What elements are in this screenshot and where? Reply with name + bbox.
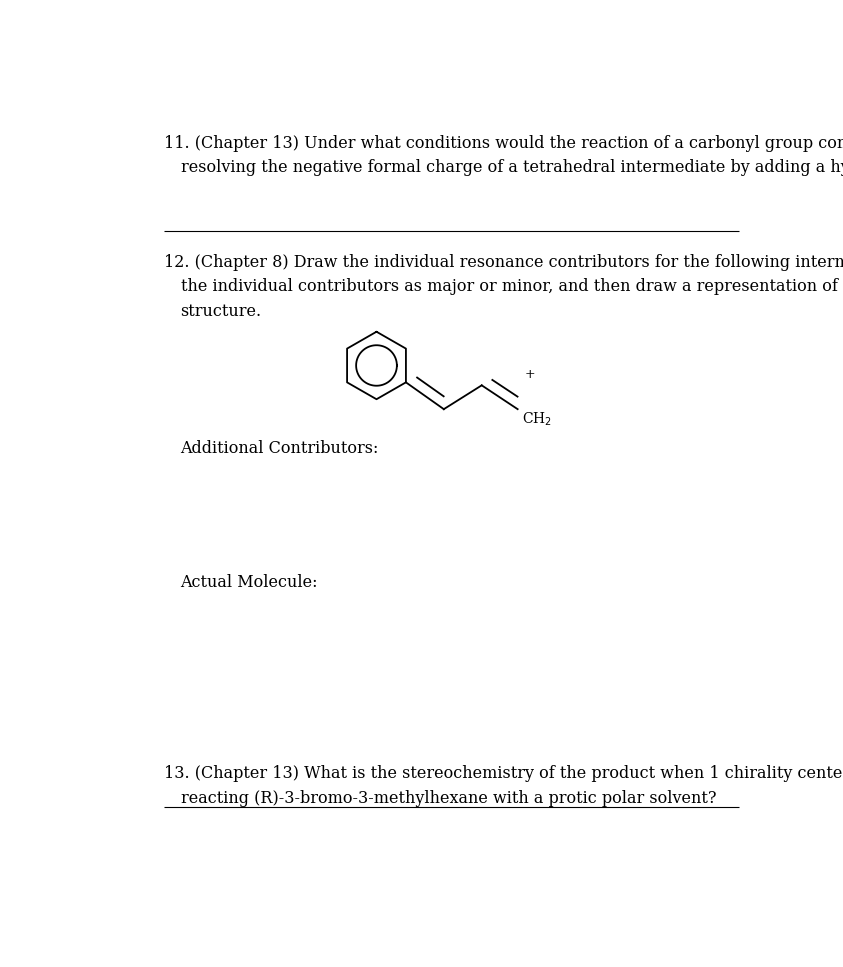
Text: structure.: structure.	[180, 303, 261, 320]
Text: Actual Molecule:: Actual Molecule:	[180, 574, 318, 591]
Text: 11. (Chapter 13) Under what conditions would the reaction of a carbonyl group co: 11. (Chapter 13) Under what conditions w…	[164, 134, 843, 152]
Text: the individual contributors as major or minor, and then draw a representation of: the individual contributors as major or …	[180, 278, 843, 295]
Text: reacting (R)-3-bromo-3-methylhexane with a protic polar solvent?: reacting (R)-3-bromo-3-methylhexane with…	[180, 790, 716, 806]
Text: +: +	[525, 367, 535, 381]
Text: Additional Contributors:: Additional Contributors:	[180, 440, 379, 457]
Text: 12. (Chapter 8) Draw the individual resonance contributors for the following int: 12. (Chapter 8) Draw the individual reso…	[164, 253, 843, 271]
Text: 13. (Chapter 13) What is the stereochemistry of the product when 1 chirality cen: 13. (Chapter 13) What is the stereochemi…	[164, 765, 843, 782]
Text: resolving the negative formal charge of a tetrahedral intermediate by adding a h: resolving the negative formal charge of …	[180, 160, 843, 176]
Text: CH$_2$: CH$_2$	[522, 411, 551, 428]
